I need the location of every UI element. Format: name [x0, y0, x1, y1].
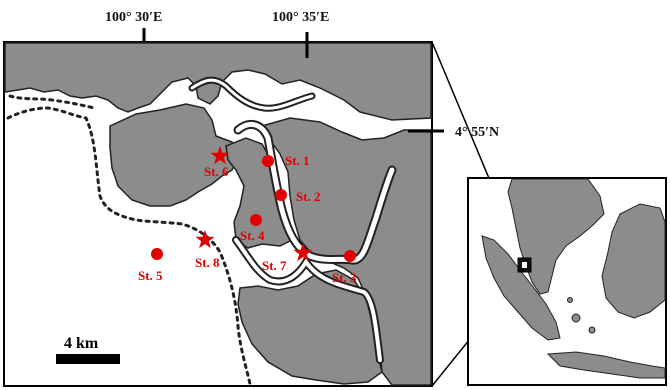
station-8: St. 8	[195, 230, 220, 270]
station-2-marker	[275, 189, 287, 201]
station-1-label: St. 1	[285, 153, 310, 168]
station-1: St. 1	[262, 153, 310, 168]
station-8-label: St. 8	[195, 255, 220, 270]
station-6-label: St. 6	[204, 164, 229, 179]
station-5-label: St. 5	[138, 268, 163, 283]
station-1-marker	[262, 155, 274, 167]
inset-land-borneo	[601, 203, 666, 319]
inset-map	[467, 177, 667, 386]
station-6-star-icon	[210, 146, 230, 165]
station-7-star-icon	[293, 243, 313, 262]
mudflat-line-outer	[6, 106, 252, 386]
scale-bar-label: 4 km	[64, 335, 99, 352]
scale-bar-rule	[56, 354, 120, 364]
station-2: St. 2	[275, 189, 321, 204]
inset-land-sumatra	[481, 235, 561, 341]
station-8-star-icon	[195, 230, 215, 249]
land-west-peninsula	[109, 103, 239, 207]
station-5: St. 5	[138, 248, 163, 283]
main-map: 100° 30′E 100° 35′E 4° 55′N St. 1 St. 2 …	[3, 10, 499, 387]
station-3: St. 3	[332, 250, 357, 285]
lon-label-2: 100° 35′E	[272, 10, 329, 25]
location-box-inner	[522, 262, 527, 268]
station-4: St. 4	[240, 214, 265, 243]
inset-island	[567, 297, 573, 303]
station-4-label: St. 4	[240, 228, 265, 243]
station-6: St. 6	[204, 146, 230, 179]
scale-bar: 4 km	[56, 335, 120, 364]
lon-label-1: 100° 30′E	[105, 10, 162, 25]
lat-label-1: 4° 55′N	[455, 125, 499, 140]
station-5-marker	[151, 248, 163, 260]
inset-land-java	[546, 351, 666, 379]
station-4-marker	[250, 214, 262, 226]
mudflat-line-inner	[8, 94, 96, 110]
station-3-marker	[344, 250, 356, 262]
station-7: St. 7	[262, 243, 313, 273]
inset-land-peninsula	[507, 178, 605, 295]
station-3-label: St. 3	[332, 270, 357, 285]
inset-island	[588, 326, 596, 334]
station-7-label: St. 7	[262, 258, 287, 273]
station-2-label: St. 2	[296, 189, 321, 204]
inset-island	[571, 313, 581, 323]
